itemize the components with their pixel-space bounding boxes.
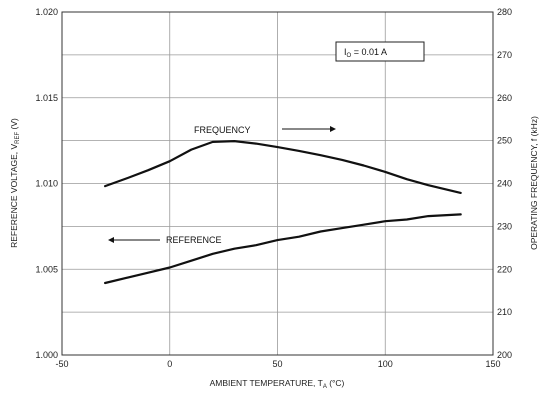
condition-label: IO = 0.01 A xyxy=(344,47,387,59)
reference-series-label: REFERENCE xyxy=(166,235,222,245)
series-lines xyxy=(103,140,462,285)
x-tick-label: -50 xyxy=(55,359,68,369)
right-y-axis-label: OPERATING FREQUENCY, f (kHz) xyxy=(529,116,539,250)
reference-arrow-head xyxy=(108,237,114,243)
y-right-tick-label: 230 xyxy=(497,221,512,231)
condition-box xyxy=(335,41,425,62)
left-y-axis-label: REFERENCE VOLTAGE, VREF (V) xyxy=(9,118,21,248)
y-right-tick-label: 240 xyxy=(497,179,512,189)
y-left-tick-label: 1.015 xyxy=(35,93,58,103)
x-axis-label: AMBIENT TEMPERATURE, TA (°C) xyxy=(210,378,345,390)
plot-frame xyxy=(61,11,494,356)
y-right-tick-label: 220 xyxy=(497,264,512,274)
frequency-line xyxy=(103,140,462,194)
y-right-tick-label: 260 xyxy=(497,93,512,103)
y-right-tick-label: 280 xyxy=(497,7,512,17)
x-tick-label: 0 xyxy=(167,359,172,369)
x-tick-label: 150 xyxy=(485,359,500,369)
y-right-tick-label: 210 xyxy=(497,307,512,317)
y-left-tick-label: 1.010 xyxy=(35,179,58,189)
y-left-tick-label: 1.020 xyxy=(35,7,58,17)
y-right-tick-label: 200 xyxy=(497,350,512,360)
frequency-arrow-head xyxy=(330,126,336,132)
y-left-tick-label: 1.005 xyxy=(35,264,58,274)
frequency-series-label: FREQUENCY xyxy=(194,125,251,135)
y-right-tick-label: 270 xyxy=(497,50,512,60)
grid xyxy=(62,12,493,355)
y-right-tick-label: 250 xyxy=(497,136,512,146)
x-tick-label: 100 xyxy=(378,359,393,369)
x-tick-label: 50 xyxy=(272,359,282,369)
reference-line xyxy=(103,213,462,285)
y-left-tick-label: 1.000 xyxy=(35,350,58,360)
